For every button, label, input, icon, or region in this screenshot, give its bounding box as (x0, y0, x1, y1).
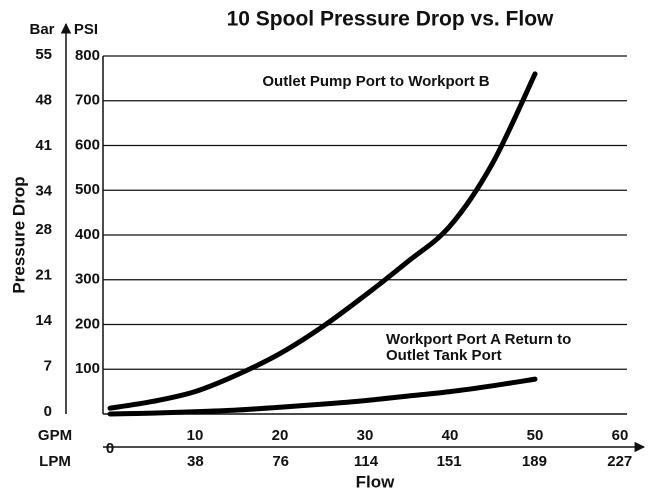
series-label: Outlet Pump Port to Workport B (262, 73, 489, 90)
x-tick-label: 40 (442, 427, 459, 444)
y-tick-label: 600 (75, 136, 100, 153)
x2-tick-label: 189 (522, 453, 547, 470)
x-units: GPM (38, 427, 72, 444)
y2-tick-label: 21 (35, 267, 52, 284)
y2-tick-label: 48 (35, 91, 52, 108)
y-tick-label: 400 (75, 226, 100, 243)
x-tick-label: 0 (106, 440, 114, 457)
x2-tick-label: 227 (607, 453, 632, 470)
y-units: PSI (74, 21, 98, 38)
chart-title: 10 Spool Pressure Drop vs. Flow (227, 8, 554, 31)
x-tick-label: 50 (527, 427, 544, 444)
x-tick-label: 30 (357, 427, 374, 444)
x2-units: LPM (39, 453, 71, 470)
y2-tick-label: 55 (35, 46, 52, 63)
y2-tick-label: 28 (35, 221, 52, 238)
x2-tick-label: 38 (187, 453, 204, 470)
y2-tick-label: 14 (35, 312, 52, 329)
y2-tick-label: 34 (35, 182, 52, 199)
y-tick-label: 200 (75, 315, 100, 332)
series-line (107, 71, 538, 411)
y2-units: Bar (29, 21, 54, 38)
y-tick-label: 100 (75, 360, 100, 377)
y2-tick-label: 7 (44, 358, 52, 375)
series-line (107, 376, 538, 417)
y-axis-label: Pressure Drop (9, 176, 28, 293)
x2-tick-label: 76 (272, 453, 289, 470)
y2-tick-label: 0 (44, 403, 52, 420)
x-tick-label: 10 (187, 427, 204, 444)
x2-tick-label: 151 (437, 453, 462, 470)
x-tick-label: 60 (612, 427, 629, 444)
y2-tick-label: 41 (35, 137, 52, 154)
series-label: Outlet Tank Port (386, 347, 502, 364)
y-tick-label: 700 (75, 92, 100, 109)
x-tick-label: 20 (272, 427, 289, 444)
y-tick-label: 500 (75, 181, 100, 198)
x2-tick-label: 114 (354, 453, 379, 470)
y-tick-label: 800 (75, 47, 100, 64)
series-label: Workport Port A Return to (386, 331, 571, 348)
y-tick-label: 300 (75, 271, 100, 288)
x-axis-label: Flow (356, 472, 395, 491)
